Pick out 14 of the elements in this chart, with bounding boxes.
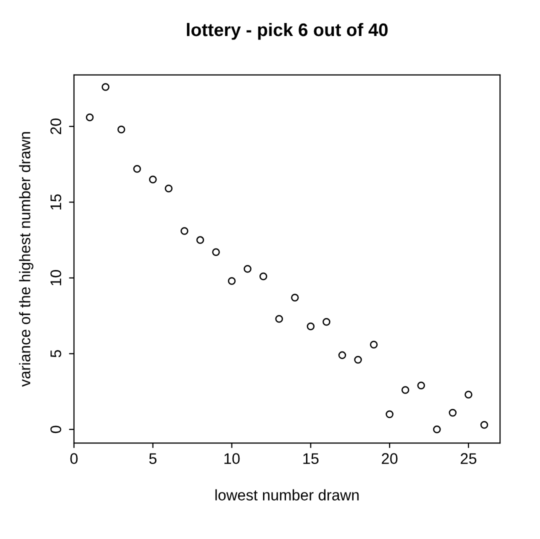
x-tick-label: 20 (382, 453, 398, 464)
y-axis-title: variance of the highest number drawn (19, 132, 34, 387)
y-tick-label: 10 (50, 270, 62, 286)
x-tick-label: 15 (303, 453, 319, 464)
x-axis-title: lowest number drawn (215, 489, 359, 500)
chart-title: lottery - pick 6 out of 40 (186, 22, 388, 40)
x-tick-label: 0 (70, 453, 78, 464)
y-tick-label: 0 (50, 426, 62, 434)
y-tick-label: 20 (50, 118, 62, 134)
y-tick-label: 5 (50, 350, 62, 358)
y-tick-label: 15 (50, 194, 62, 210)
x-tick-label: 5 (149, 453, 156, 464)
x-tick-label: 25 (460, 453, 476, 464)
x-tick-label: 10 (224, 453, 240, 464)
